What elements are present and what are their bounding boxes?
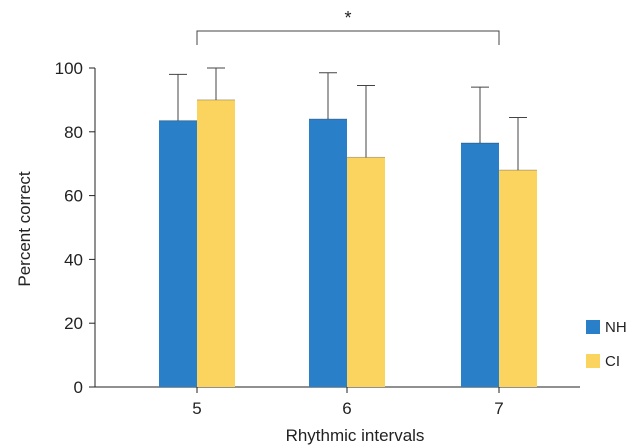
bar-ci — [197, 99, 235, 388]
bar-nh — [159, 120, 197, 387]
x-tick-label: 5 — [192, 399, 201, 418]
x-tick-label: 7 — [494, 399, 503, 418]
bar-ci — [499, 170, 537, 387]
y-tick-label: 40 — [64, 250, 83, 269]
significance-label: * — [344, 8, 351, 28]
y-tick-label: 80 — [64, 123, 83, 142]
legend-swatch-nh — [586, 320, 600, 334]
x-tick-label: 6 — [342, 399, 351, 418]
x-axis-title: Rhythmic intervals — [286, 426, 425, 445]
legend-label-ci: CI — [605, 353, 620, 370]
bar-ci — [347, 157, 385, 387]
legend-label-nh: NH — [605, 319, 627, 336]
y-tick-label: 60 — [64, 187, 83, 206]
y-tick-label: 0 — [74, 378, 83, 397]
y-axis-title: Percent correct — [15, 171, 34, 287]
significance-bracket — [196, 30, 500, 45]
y-tick-label: 100 — [55, 59, 83, 78]
bar-nh — [309, 119, 347, 387]
y-tick-label: 20 — [64, 314, 83, 333]
legend-swatch-ci — [586, 354, 600, 368]
bar-nh — [461, 142, 499, 387]
